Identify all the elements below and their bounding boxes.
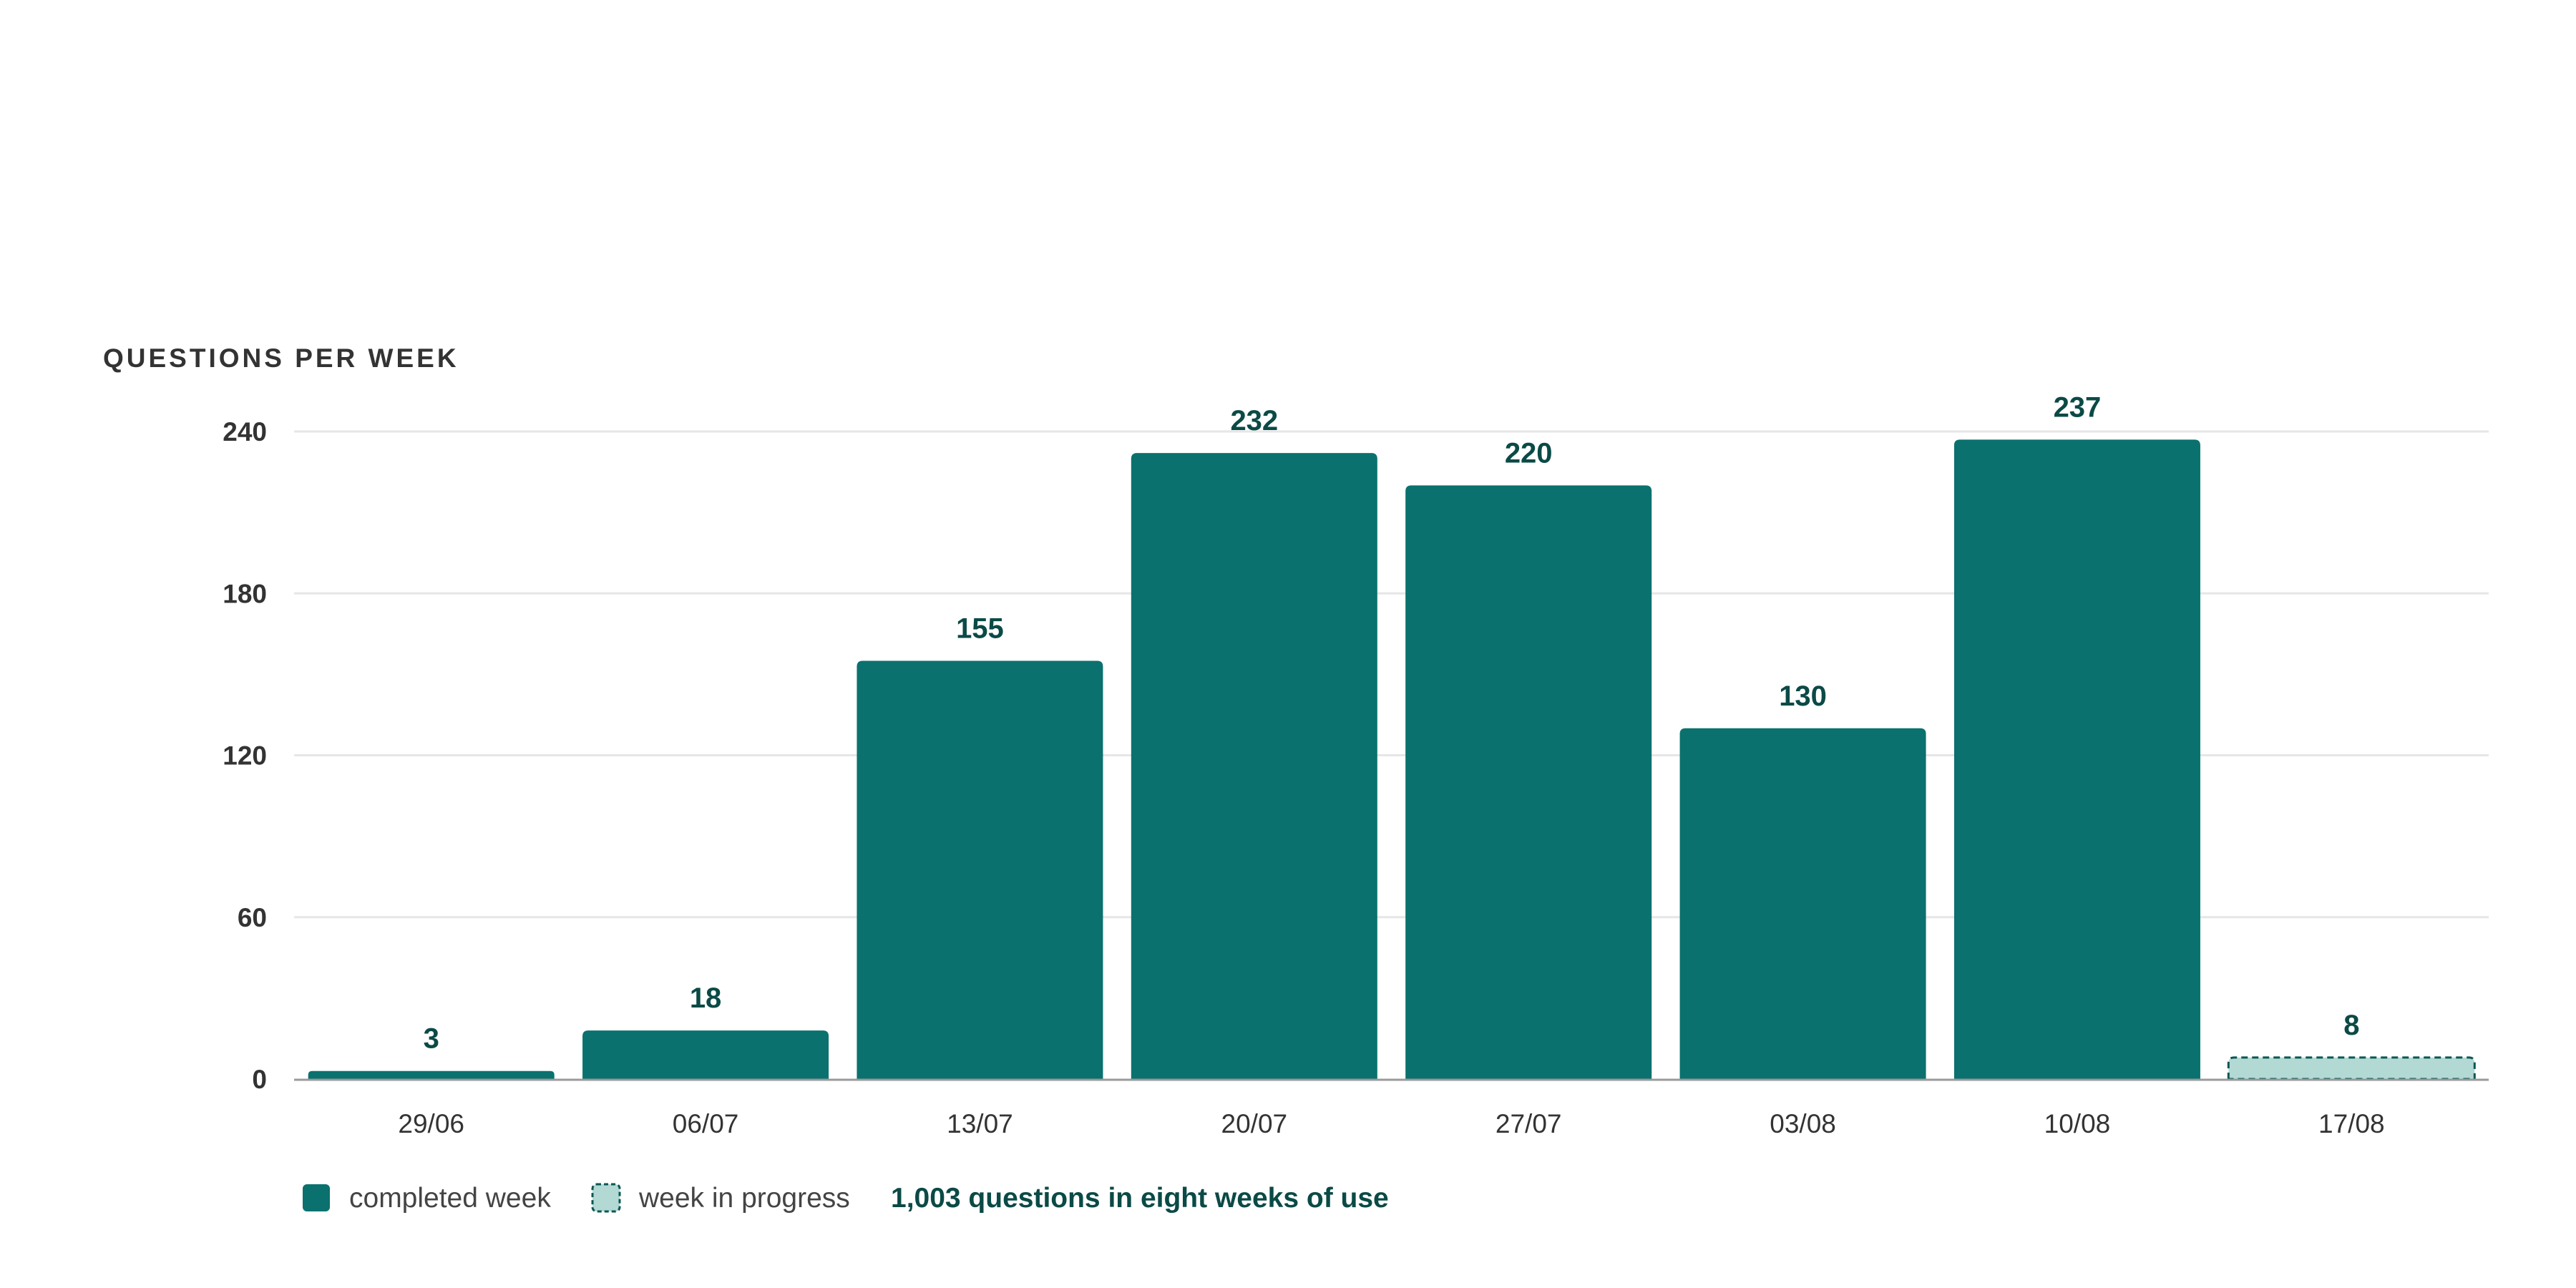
legend-label-completed: completed week — [349, 1183, 551, 1214]
legend: completed week week in progress 1,003 qu… — [303, 1183, 1389, 1214]
y-tick-label: 240 — [223, 417, 267, 447]
y-tick-label: 60 — [238, 903, 267, 932]
legend-swatch-in-progress — [591, 1183, 621, 1213]
value-label: 155 — [956, 613, 1004, 645]
x-tick-label: 06/07 — [673, 1109, 739, 1138]
bar — [582, 1030, 829, 1079]
x-tick-label: 17/08 — [2318, 1109, 2385, 1138]
value-label: 18 — [690, 982, 722, 1014]
value-label: 232 — [1230, 405, 1278, 436]
x-tick-label: 10/08 — [2044, 1109, 2111, 1138]
bar — [1953, 439, 2200, 1079]
value-label: 220 — [1505, 437, 1553, 469]
value-label: 237 — [2054, 391, 2102, 423]
y-tick-label: 180 — [223, 579, 267, 608]
bar — [1131, 453, 1377, 1079]
legend-swatch-completed — [303, 1184, 330, 1211]
bar — [857, 660, 1103, 1079]
chart-title: QUESTIONS PER WEEK — [103, 343, 459, 373]
x-tick-label: 29/06 — [398, 1109, 464, 1138]
y-tick-label: 0 — [252, 1065, 267, 1094]
x-tick-label: 20/07 — [1221, 1109, 1288, 1138]
y-axis-ticks: 0 60 120 180 240 — [223, 417, 267, 1094]
legend-label-in-progress: week in progress — [638, 1183, 850, 1214]
value-label: 3 — [424, 1023, 439, 1055]
legend-summary: 1,003 questions in eight weeks of use — [891, 1183, 1389, 1214]
bar-in-progress — [2227, 1056, 2476, 1080]
bar — [308, 1070, 555, 1079]
bar — [1679, 728, 1926, 1079]
x-axis-ticks: 29/06 06/07 13/07 20/07 27/07 03/08 10/08 17/08 — [398, 1109, 2384, 1138]
x-tick-label: 27/07 — [1496, 1109, 1562, 1138]
value-label: 130 — [1779, 680, 1827, 712]
y-tick-label: 120 — [223, 741, 267, 771]
bar — [1405, 485, 1652, 1079]
value-labels: 3 18 155 232 220 130 237 8 — [424, 391, 2360, 1054]
value-label: 8 — [2343, 1010, 2359, 1041]
x-tick-label: 13/07 — [947, 1109, 1013, 1138]
x-tick-label: 03/08 — [1770, 1109, 1836, 1138]
bars — [308, 439, 2476, 1080]
